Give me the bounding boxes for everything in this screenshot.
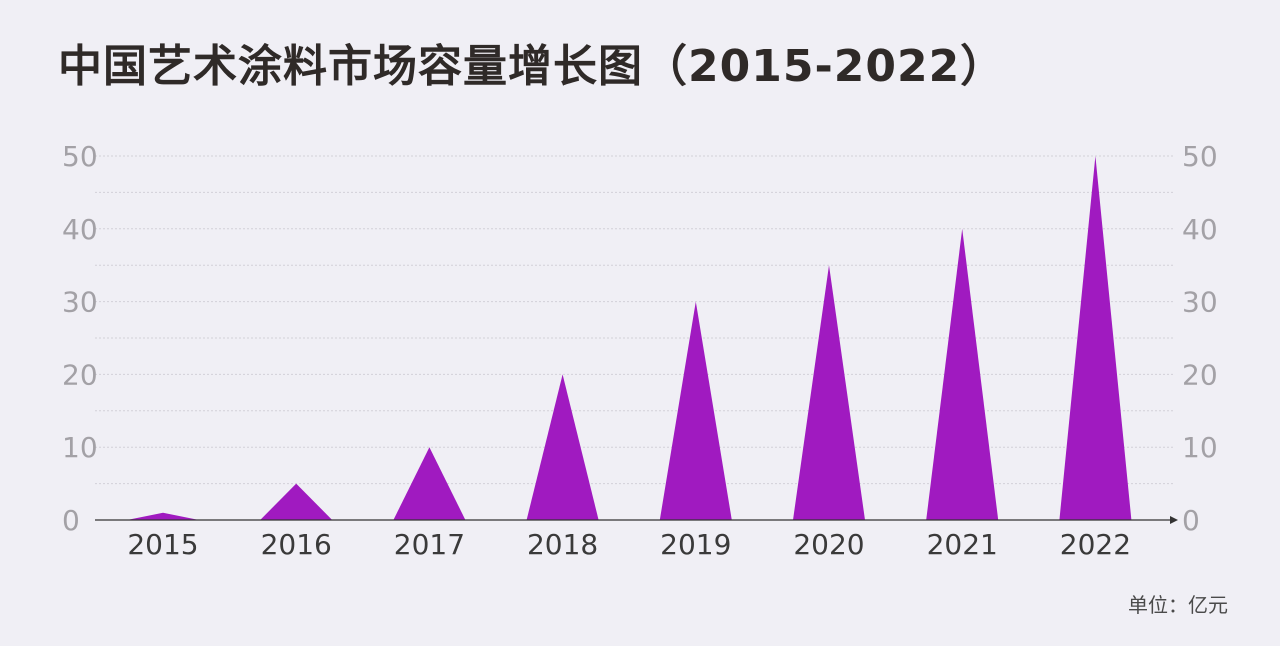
x-axis	[95, 516, 1178, 524]
bar-triangle-2020	[793, 265, 865, 520]
unit-note: 单位：亿元	[1128, 593, 1228, 617]
bar-triangle-2021	[926, 228, 999, 521]
right-y-tick-label: 10	[1182, 431, 1218, 464]
x-tick-label-2019: 2019	[660, 528, 731, 561]
bar-triangle-2015	[127, 512, 199, 520]
left-y-tick-label: 30	[62, 286, 98, 319]
bar-triangle-2017	[393, 447, 466, 520]
gridlines	[95, 155, 1175, 485]
x-tick-label-2021: 2021	[927, 528, 998, 561]
x-tick-label-2017: 2017	[394, 528, 465, 561]
left-y-tick-label: 20	[62, 358, 98, 391]
right-y-axis-labels: 0 10 20 30 40 50	[1182, 140, 1218, 537]
bar-triangle-2018	[526, 374, 599, 520]
x-tick-label-2018: 2018	[527, 528, 598, 561]
bar-triangle-2019	[659, 301, 732, 520]
left-y-tick-label: 0	[62, 504, 80, 537]
x-axis-arrow-icon	[1170, 516, 1178, 524]
bar-series	[127, 156, 1132, 521]
left-y-tick-label: 50	[62, 140, 98, 173]
right-y-tick-label: 40	[1182, 213, 1218, 246]
right-y-tick-label: 30	[1182, 286, 1218, 319]
right-y-tick-label: 50	[1182, 140, 1218, 173]
chart-title: 中国艺术涂料市场容量增长图（2015-2022）	[58, 41, 1006, 92]
left-y-tick-label: 10	[62, 431, 98, 464]
x-tick-label-2022: 2022	[1060, 528, 1131, 561]
bar-triangle-2016	[260, 483, 333, 520]
right-y-tick-label: 0	[1182, 504, 1200, 537]
right-y-tick-label: 20	[1182, 358, 1218, 391]
x-tick-label-2016: 2016	[261, 528, 332, 561]
x-tick-label-2020: 2020	[793, 528, 864, 561]
bar-triangle-2022	[1059, 156, 1132, 520]
left-y-tick-label: 40	[62, 213, 98, 246]
x-tick-label-2015: 2015	[127, 528, 198, 561]
x-axis-labels: 2015 2016 2017 2018 2019 2020 2021 2022	[127, 528, 1131, 561]
left-y-axis-labels: 0 10 20 30 40 50	[62, 140, 98, 537]
